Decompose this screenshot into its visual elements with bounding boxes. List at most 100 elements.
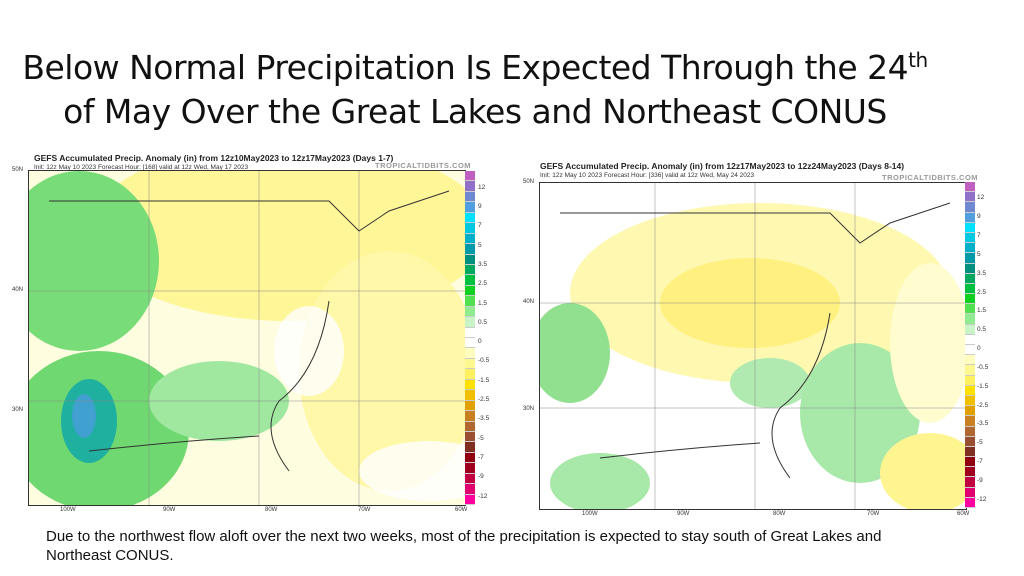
colorbar-swatch xyxy=(965,457,975,468)
title-line-1: Below Normal Precipitation Is Expected T… xyxy=(22,48,909,87)
map-subtitle: Init: 12z May 10 2023 Forecast Hour: [33… xyxy=(540,172,755,179)
colorbar-label: 3.5 xyxy=(478,260,488,268)
colorbar-label: -12 xyxy=(977,495,987,503)
colorbar-swatch xyxy=(465,473,475,485)
precip-anomaly-map xyxy=(539,182,967,510)
colorbar-swatch xyxy=(465,244,475,255)
map-subtitle: Init: 12z May 10 2023 Forecast Hour: [16… xyxy=(34,164,249,171)
colorbar-swatch xyxy=(465,233,475,245)
colorbar-swatch xyxy=(465,379,475,391)
colorbar-swatch xyxy=(965,375,975,386)
colorbar-swatch xyxy=(965,212,975,223)
lon-label: 60W xyxy=(455,507,468,513)
colorbar-swatch xyxy=(965,355,975,366)
colorbar-swatch xyxy=(965,222,975,233)
colorbar-swatch xyxy=(965,283,975,295)
colorbar-swatch xyxy=(465,411,475,422)
colorbar-label: 0.5 xyxy=(478,318,488,326)
colorbar-swatch xyxy=(965,324,975,335)
colorbar-label: 9 xyxy=(977,213,981,221)
map-graphic xyxy=(29,171,465,505)
colorbar-swatch xyxy=(465,191,475,203)
colorbar-swatch xyxy=(465,369,475,380)
colorbar-label: 0.5 xyxy=(977,326,987,334)
colorbar-swatch xyxy=(965,477,975,488)
colorbar-swatch xyxy=(465,463,475,474)
colorbar-label: 9 xyxy=(478,202,482,210)
lon-label: 90W xyxy=(163,507,176,513)
colorbar-swatch xyxy=(965,294,975,305)
colorbar-swatch xyxy=(965,365,975,376)
lon-label: 70W xyxy=(867,511,880,517)
colorbar-label: 0 xyxy=(977,345,981,353)
precip-anomaly-map xyxy=(28,170,466,506)
colorbar-swatch xyxy=(965,232,975,244)
colorbar-swatch xyxy=(465,223,475,234)
colorbar-swatch xyxy=(965,334,975,345)
colorbar-swatch xyxy=(465,338,475,349)
colorbar-swatch xyxy=(965,182,975,193)
colorbar-label: 7 xyxy=(977,231,981,239)
colorbar-label: -1.5 xyxy=(478,376,490,384)
colorbar-swatch xyxy=(465,348,475,359)
colorbar-swatch xyxy=(965,304,975,315)
colorbar-swatch xyxy=(465,442,475,453)
title-superscript: th xyxy=(908,48,928,72)
map-days-1-7: GEFS Accumulated Precip. Anomaly (in) fr… xyxy=(0,150,500,520)
colorbar-label: -3.5 xyxy=(977,420,989,428)
colorbar-swatch xyxy=(465,358,475,370)
colorbar-label: 2.5 xyxy=(478,280,488,288)
colorbar-swatch xyxy=(965,202,975,213)
colorbar-swatch xyxy=(465,202,475,213)
colorbar-label: -0.5 xyxy=(478,357,490,365)
colorbar-swatch xyxy=(465,390,475,401)
lat-label: 40N xyxy=(12,287,24,293)
colorbar-label: -5 xyxy=(977,439,983,447)
colorbar-swatch xyxy=(465,296,475,307)
colorbar-swatch xyxy=(465,400,475,412)
colorbar-swatch xyxy=(965,416,975,427)
slide-title: Below Normal Precipitation Is Expected T… xyxy=(0,38,950,134)
colorbar-label: -2.5 xyxy=(977,401,989,409)
lat-label: 30N xyxy=(12,407,24,413)
lon-label: 80W xyxy=(265,507,278,513)
colorbar-swatch xyxy=(465,181,475,192)
colorbar-label: 1.5 xyxy=(478,299,488,307)
colorbar xyxy=(965,182,975,508)
brand-label: TROPICALTIDBITS.COM xyxy=(882,173,979,182)
colorbar-label: 12 xyxy=(478,183,486,191)
colorbar xyxy=(465,171,475,505)
lat-label: 50N xyxy=(523,179,535,185)
colorbar-swatch xyxy=(465,285,475,297)
colorbar-label: 0 xyxy=(478,338,482,346)
colorbar-swatch xyxy=(965,243,975,254)
colorbar-swatch xyxy=(965,263,975,274)
lon-label: 70W xyxy=(358,507,371,513)
lat-label: 40N xyxy=(523,299,535,305)
colorbar-swatch xyxy=(465,317,475,328)
lon-label: 90W xyxy=(677,511,690,517)
colorbar-swatch xyxy=(465,254,475,265)
lon-label: 100W xyxy=(60,507,76,513)
colorbar-swatch xyxy=(965,385,975,396)
colorbar-swatch xyxy=(465,421,475,432)
lon-label: 60W xyxy=(957,511,970,517)
slide-caption: Due to the northwest flow aloft over the… xyxy=(46,528,882,564)
colorbar-label: -3.5 xyxy=(478,415,490,423)
colorbar-label: -9 xyxy=(478,473,484,481)
colorbar-label: -9 xyxy=(977,476,983,484)
colorbar-swatch xyxy=(465,452,475,464)
colorbar-label: 7 xyxy=(478,222,482,230)
colorbar-swatch xyxy=(965,446,975,458)
colorbar-label: -1.5 xyxy=(977,382,989,390)
colorbar-swatch xyxy=(965,345,975,356)
colorbar-swatch xyxy=(465,327,475,338)
colorbar-label: -7 xyxy=(478,453,484,461)
lat-label: 30N xyxy=(523,406,535,412)
lat-label: 50N xyxy=(12,167,24,173)
colorbar-swatch xyxy=(965,192,975,203)
colorbar-label: 12 xyxy=(977,194,985,202)
lon-label: 100W xyxy=(582,511,598,517)
colorbar-swatch xyxy=(965,487,975,498)
colorbar-swatch xyxy=(465,431,475,443)
